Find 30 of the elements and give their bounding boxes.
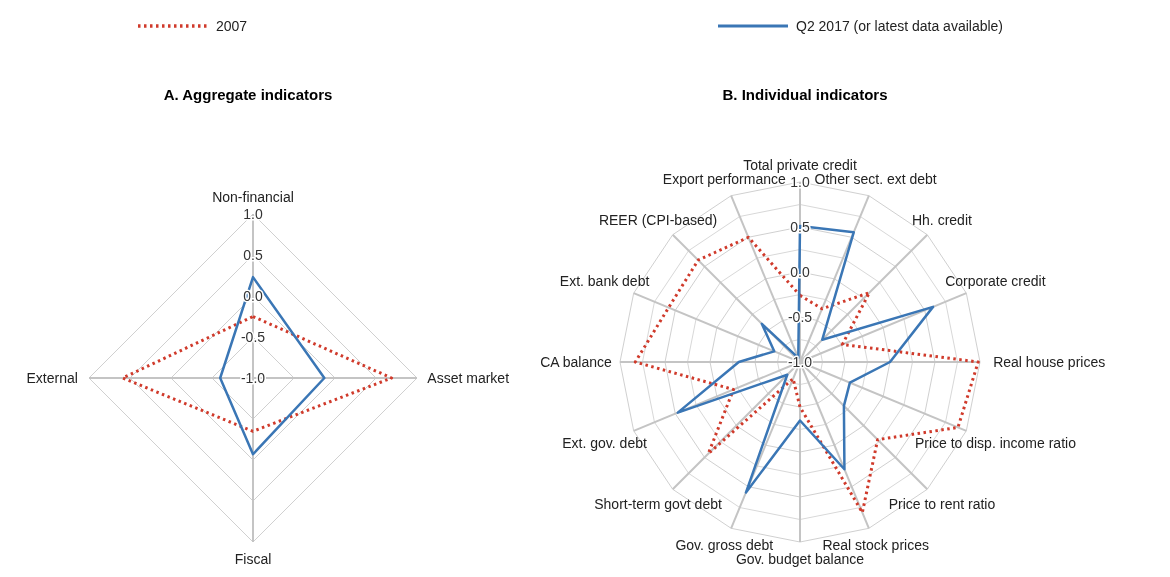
y-tick-label: -1.0 [240, 370, 266, 386]
spoke-label: External [26, 370, 78, 386]
spoke-label: Real stock prices [822, 536, 929, 553]
spoke-label: Price to rent ratio [888, 495, 996, 512]
spoke-label: CA balance [540, 354, 613, 370]
y-tick-label: 1.0 [790, 174, 810, 190]
spoke-label: Ext. bank debt [559, 273, 650, 290]
chart-title: B. Individual indicators [722, 86, 888, 103]
spoke-label: Short-term govt debt [594, 495, 722, 512]
spoke-label: Asset market [427, 370, 510, 386]
spoke-label: Fiscal [234, 551, 272, 567]
spoke-label: Ext. gov. debt [562, 434, 647, 451]
legend-label: Q2 2017 (or latest data available) [796, 18, 1004, 34]
spoke-label: Total private credit [743, 157, 857, 173]
spoke-label: Other sect. ext debt [814, 171, 937, 188]
y-tick-label: -0.5 [240, 329, 266, 345]
y-tick-label: 0.5 [243, 247, 263, 263]
text: A. Aggregate indicators [163, 86, 333, 103]
spoke-label: Gov. gross debt [675, 536, 774, 553]
spoke-label: Non-financial [212, 189, 294, 205]
legend-label: 2007 [216, 18, 248, 34]
spoke-label: Real house prices [993, 354, 1106, 370]
spoke-label: Corporate credit [945, 273, 1046, 290]
spoke-label: Price to disp. income ratio [914, 434, 1077, 451]
spoke-label: Gov. budget balance [735, 551, 865, 567]
y-tick-label: 0.5 [790, 219, 810, 235]
y-tick-label: 1.0 [243, 206, 263, 222]
y-tick-label: -1.0 [787, 354, 813, 370]
spoke-label: Hh. credit [911, 212, 972, 229]
spoke-label: REER (CPI-based) [598, 212, 718, 229]
